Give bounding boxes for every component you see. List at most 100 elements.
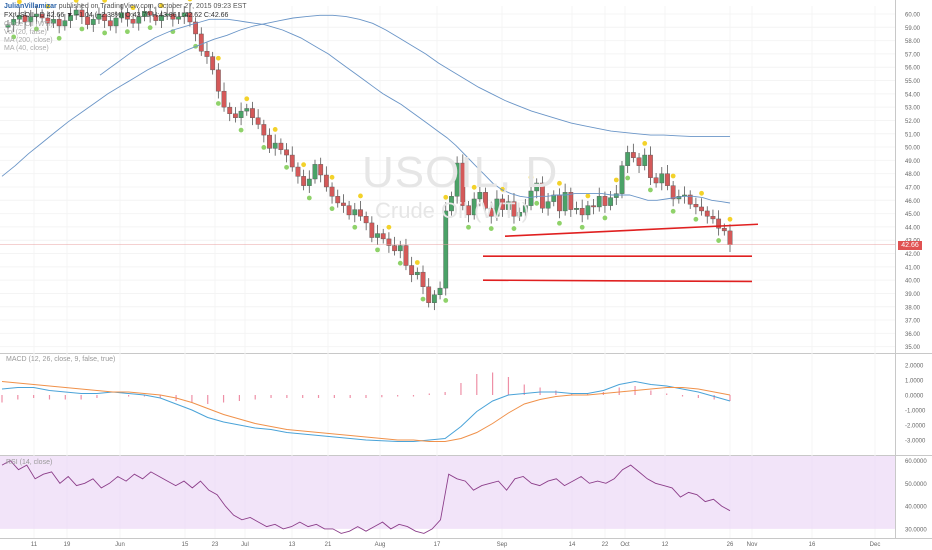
- signal-dot-high: [585, 193, 591, 199]
- candle-body: [164, 13, 170, 16]
- candle-body: [568, 192, 574, 210]
- candle-body: [500, 198, 505, 210]
- signal-dot-high: [642, 140, 648, 146]
- candle: [568, 187, 574, 217]
- candle: [380, 228, 386, 244]
- candle-body: [494, 198, 500, 217]
- candle-body: [181, 12, 187, 17]
- price-tick-label: 57.00: [905, 52, 921, 58]
- candle: [460, 154, 466, 211]
- candle-body: [5, 24, 11, 28]
- candle: [488, 201, 494, 231]
- candle: [665, 165, 670, 191]
- candle-body: [505, 201, 511, 210]
- candle: [517, 207, 523, 221]
- candle-body: [318, 164, 324, 176]
- candle-body: [619, 165, 625, 194]
- candle: [233, 107, 238, 123]
- candle: [204, 42, 210, 64]
- candle-body: [329, 186, 335, 197]
- candle-body: [522, 205, 528, 213]
- signal-dot-high: [102, 0, 108, 3]
- candle: [534, 178, 540, 206]
- candle-body: [34, 13, 39, 17]
- price-tick-label: 50.00: [905, 146, 921, 152]
- candle: [403, 238, 409, 271]
- signal-dot-high: [244, 96, 250, 102]
- candle: [477, 183, 483, 207]
- candle-body: [335, 196, 341, 204]
- time-tick-label: 21: [325, 542, 332, 548]
- signal-dot-low: [625, 175, 631, 181]
- candle-body: [102, 13, 108, 21]
- time-tick-label: 13: [289, 542, 296, 548]
- candle: [574, 201, 579, 215]
- candle-body: [289, 154, 295, 168]
- signal-dot-high: [727, 216, 733, 222]
- price-tick-label: 40.00: [905, 279, 921, 285]
- candle: [250, 101, 255, 126]
- signal-dot-high: [670, 173, 676, 179]
- candle-body: [693, 204, 699, 208]
- candle-body: [28, 16, 34, 23]
- price-axis: [895, 0, 932, 550]
- candle-body: [562, 192, 568, 212]
- candle-body: [295, 166, 301, 177]
- candle-body: [517, 212, 523, 217]
- candle-body: [539, 182, 545, 209]
- author-link[interactable]: JulianVillamizar: [4, 3, 57, 10]
- candle: [699, 190, 704, 216]
- candle-body: [341, 202, 346, 206]
- candle: [85, 7, 90, 30]
- candle: [653, 173, 659, 188]
- candle: [96, 7, 102, 24]
- candle-body: [136, 16, 142, 24]
- candle: [312, 159, 318, 184]
- candle-body: [613, 193, 619, 198]
- candle: [437, 281, 443, 300]
- candle-body: [159, 15, 164, 21]
- candle-body: [323, 174, 329, 188]
- candle: [136, 7, 142, 31]
- candle: [159, 3, 164, 28]
- candle: [62, 13, 68, 31]
- candle-body: [437, 287, 443, 295]
- candle-body: [68, 15, 73, 21]
- candle: [278, 138, 284, 155]
- trendline-rising: [504, 223, 759, 238]
- signal-dot-low: [534, 200, 540, 206]
- candle-body: [386, 238, 392, 246]
- ma40-line: [99, 18, 731, 204]
- signal-dot-low: [329, 206, 335, 212]
- signal-dot-low: [579, 224, 585, 230]
- candle-body: [369, 222, 375, 238]
- candle-body: [176, 16, 181, 20]
- candle-body: [380, 233, 386, 240]
- time-tick-label: Aug: [375, 542, 386, 548]
- candle-body: [153, 15, 159, 21]
- signal-dot-high: [329, 174, 335, 180]
- candle-body: [670, 185, 676, 200]
- candle: [420, 265, 426, 302]
- candle-body: [198, 33, 204, 52]
- candle: [449, 191, 454, 216]
- candle: [45, 3, 51, 31]
- candle: [591, 198, 596, 215]
- candle: [130, 5, 136, 28]
- candle-body: [636, 157, 642, 166]
- price-tick-label: 52.00: [905, 119, 921, 125]
- time-tick-label: 23: [212, 542, 219, 548]
- candle: [363, 211, 369, 231]
- candle: [335, 189, 341, 208]
- price-tick-label: 48.00: [905, 172, 921, 178]
- signal-dot-low: [34, 26, 39, 32]
- macd-label: MACD (12, 26, close, 9, false, true): [6, 356, 116, 363]
- candle: [5, 19, 11, 32]
- candle-body: [574, 208, 579, 210]
- price-tick-label: 41.00: [905, 265, 921, 271]
- time-tick-label: 14: [569, 542, 576, 548]
- candle: [358, 193, 363, 221]
- candle: [625, 145, 631, 181]
- signal-dot-high: [414, 260, 420, 265]
